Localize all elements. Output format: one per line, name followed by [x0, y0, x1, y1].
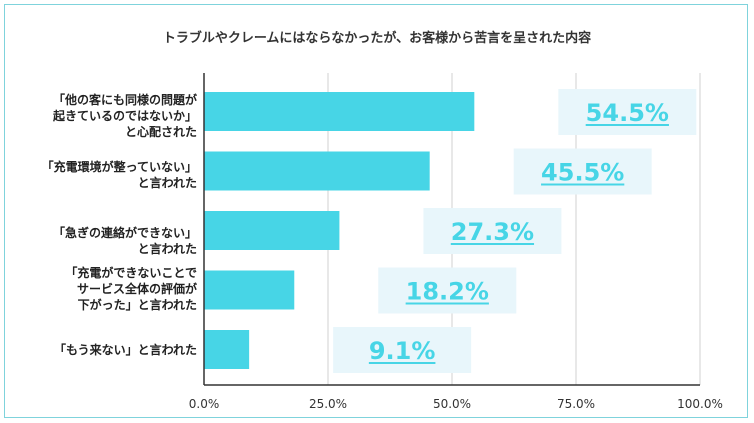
category-label-4: 「充電ができないことで サービス全体の評価が 下がった」と言われた [65, 266, 197, 312]
value-label-box-2 [513, 148, 652, 195]
x-tick-label-25: 25.0% [308, 397, 348, 411]
category-label-2: 「充電環境が整っていない」 と言われた [41, 160, 197, 190]
bar-4 [204, 270, 295, 310]
x-tick-label-0: 0.0% [188, 397, 220, 411]
value-label-1: 54.5% [586, 99, 669, 127]
bar-3 [204, 211, 340, 250]
category-label-3: 「急ぎの連絡ができない」 と言われた [52, 226, 197, 256]
value-label-box-4 [378, 267, 517, 314]
value-label-box-1 [558, 89, 697, 135]
x-tick-label-75: 75.0% [556, 397, 596, 411]
chart-title: トラブルやクレームにはならなかったが、お客様から苦言を呈された内容 [162, 31, 592, 46]
bar-5 [204, 330, 250, 369]
category-label-1: 「他の客にも同様の問題が 起きているのではないか」 と心配された [52, 93, 197, 139]
x-tick-label-50: 50.0% [432, 397, 472, 411]
bar-1 [204, 92, 475, 131]
chart-frame [4, 4, 748, 418]
value-label-4: 18.2% [406, 278, 489, 306]
value-label-box-5 [333, 327, 472, 373]
x-tick-label-100: 100.0% [677, 397, 723, 411]
category-label-5: 「もう来ない」と言われた [53, 343, 197, 357]
value-label-box-3 [423, 208, 562, 254]
value-label-3: 27.3% [451, 218, 534, 246]
bar-2 [204, 151, 430, 191]
value-label-2: 45.5% [541, 159, 624, 187]
value-label-5: 9.1% [369, 337, 436, 365]
